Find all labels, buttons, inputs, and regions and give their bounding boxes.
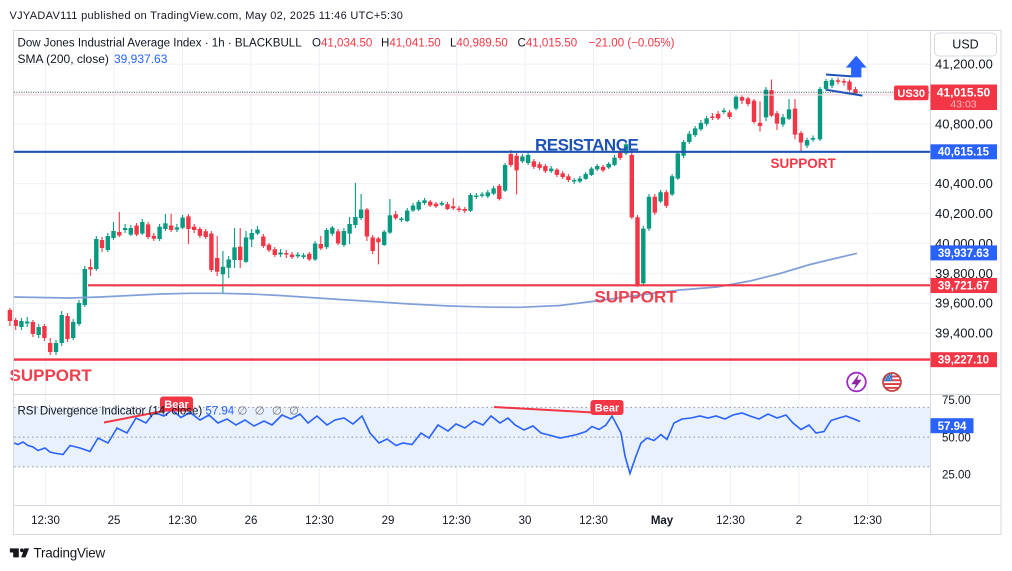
- svg-text:RSI Divergence Indicator (14,: RSI Divergence Indicator (14, close) 57.…: [18, 406, 302, 418]
- svg-text:12:30: 12:30: [442, 515, 471, 527]
- svg-text:57.94: 57.94: [938, 421, 967, 433]
- svg-text:39,721.67: 39,721.67: [938, 280, 989, 292]
- svg-text:12:30: 12:30: [168, 515, 197, 527]
- svg-text:29: 29: [382, 515, 395, 527]
- svg-text:SUPPORT: SUPPORT: [10, 366, 93, 385]
- svg-text:40,400.00: 40,400.00: [935, 176, 993, 191]
- svg-text:2: 2: [796, 515, 802, 527]
- svg-text:US30: US30: [897, 88, 925, 100]
- svg-text:12:30: 12:30: [716, 515, 745, 527]
- svg-text:40,615.15: 40,615.15: [938, 147, 990, 159]
- svg-text:12:30: 12:30: [853, 515, 882, 527]
- svg-text:SUPPORT: SUPPORT: [771, 156, 837, 171]
- svg-text:USD: USD: [952, 38, 978, 52]
- svg-text:12:30: 12:30: [31, 515, 60, 527]
- svg-text:TradingView: TradingView: [34, 546, 106, 561]
- svg-text:Bear: Bear: [164, 399, 189, 411]
- svg-text:39,600.00: 39,600.00: [935, 296, 993, 311]
- svg-text:26: 26: [245, 515, 258, 527]
- svg-text:39,227.10: 39,227.10: [938, 355, 989, 367]
- svg-text:Bear: Bear: [595, 402, 620, 414]
- svg-text:75.00: 75.00: [942, 395, 971, 407]
- svg-text:25.00: 25.00: [942, 469, 971, 481]
- svg-text:30: 30: [519, 515, 532, 527]
- svg-text:12:30: 12:30: [305, 515, 334, 527]
- svg-text:39,937.63: 39,937.63: [938, 248, 989, 260]
- svg-text:40,200.00: 40,200.00: [935, 206, 993, 221]
- svg-text:41,015.50: 41,015.50: [937, 86, 991, 100]
- svg-text:50.00: 50.00: [942, 432, 971, 444]
- svg-text:25: 25: [108, 515, 121, 527]
- svg-text:41,200.00: 41,200.00: [935, 57, 993, 72]
- svg-text:40,800.00: 40,800.00: [935, 116, 993, 131]
- svg-text:RESISTANCE: RESISTANCE: [535, 136, 638, 155]
- svg-text:12:30: 12:30: [579, 515, 608, 527]
- svg-text:SUPPORT: SUPPORT: [595, 288, 678, 307]
- svg-text:39,800.00: 39,800.00: [935, 266, 993, 281]
- svg-text:43:03: 43:03: [950, 99, 976, 111]
- svg-text:SMA (200, close)39,937.63: SMA (200, close) 39,937.63: [18, 52, 168, 66]
- svg-text:VJYADAV111 published on Tradin: VJYADAV111 published on TradingView.com,…: [10, 10, 404, 22]
- svg-text:Dow Jones Industrial Average I: Dow Jones Industrial Average Index · 1h …: [18, 38, 675, 50]
- svg-text:39,400.00: 39,400.00: [935, 326, 993, 341]
- svg-text:May: May: [651, 515, 674, 527]
